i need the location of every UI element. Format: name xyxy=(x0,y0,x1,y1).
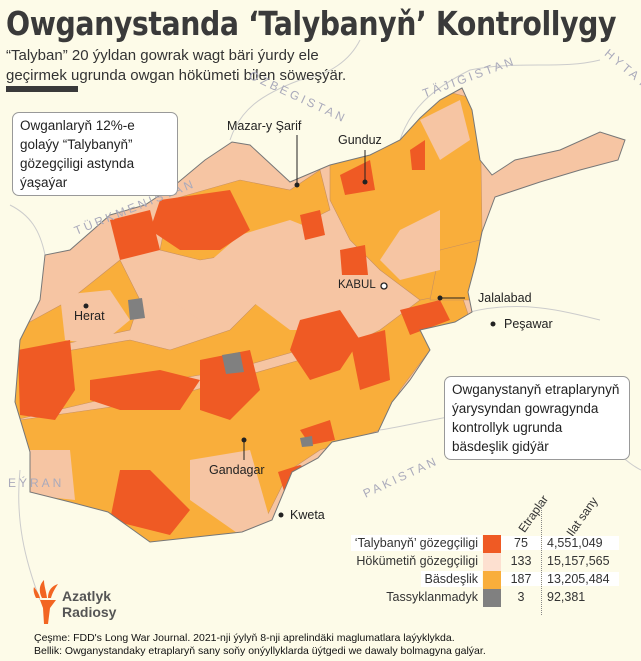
city-kandahar: Gandagar xyxy=(209,463,265,477)
city-quetta: Kweta xyxy=(290,508,325,522)
taliban-districts xyxy=(18,140,450,535)
legend-swatch xyxy=(483,535,501,553)
legend-divider xyxy=(541,505,542,615)
legend-swatch xyxy=(483,553,501,571)
city-dots xyxy=(83,179,496,518)
legend-label: Bäsdeşlik xyxy=(420,571,482,587)
footer-source: Çeşme: FDD's Long War Journal. 2021-nji … xyxy=(34,632,455,644)
legend-population: 4,551,049 xyxy=(542,536,619,550)
city-leader-lines xyxy=(243,135,465,460)
city-kabul: KABUL xyxy=(338,279,376,291)
legend-label: ‘Talybanyň’ gözegçiligi xyxy=(350,535,482,551)
label-iran: EÝRAN xyxy=(8,476,65,490)
city-mazar: Mazar-y Şarif xyxy=(227,119,302,133)
city-peshawar: Peşawar xyxy=(504,317,553,331)
legend-row: Bäsdeşlik 187 13,205,484 xyxy=(350,571,641,589)
legend-label: Tassyklanmadyk xyxy=(386,590,478,604)
legend-districts: 3 xyxy=(517,590,525,604)
legend-population: 15,157,565 xyxy=(547,554,610,568)
government-districts xyxy=(20,100,470,535)
azatlyk-torch-logo xyxy=(33,580,58,624)
footer: Çeşme: FDD's Long War Journal. 2021-nji … xyxy=(34,632,486,658)
logo-line1: Azatlyk xyxy=(62,588,112,604)
legend-row: Hökümetiň gözegçiligi 133 15,157,565 xyxy=(350,553,641,571)
page-subtitle: “Talyban” 20 ýyldan gowrak wagt bäri ýur… xyxy=(6,47,347,84)
legend-districts: 133 xyxy=(510,554,532,568)
legend-swatch xyxy=(483,589,501,607)
callout-contested-districts: Owganystanyň etraplarynyň ýarysyndan gow… xyxy=(444,376,630,460)
legend-population: 92,381 xyxy=(547,590,586,604)
legend-swatch xyxy=(483,571,501,589)
city-herat: Herat xyxy=(74,309,105,323)
legend-row: Tassyklanmadyk 3 92,381 xyxy=(350,589,641,607)
legend-districts: 75 xyxy=(501,536,541,550)
legend-label: Hökümetiň gözegçiligi xyxy=(356,554,478,568)
logo-line2: Radiosy xyxy=(62,604,117,620)
legend-districts: 187 xyxy=(501,572,541,586)
afghanistan-border xyxy=(14,87,626,543)
azatlyk-logo-text: Azatlyk Radiosy xyxy=(62,588,116,620)
unconfirmed-districts xyxy=(128,298,313,447)
footer-note: Bellik: Owganystandaky etraplaryň sany s… xyxy=(34,645,486,657)
title-underline xyxy=(6,86,78,92)
legend-population: 13,205,484 xyxy=(542,572,619,586)
city-kunduz: Gunduz xyxy=(338,133,382,147)
legend-row: ‘Talybanyň’ gözegçiligi 75 4,551,049 xyxy=(350,535,641,553)
callout-taliban-population: Owganlaryň 12%-e golaýy “Talybanyň” göze… xyxy=(12,112,178,196)
page-title: Owganystanda ‘Talybanyň’ Kontrollygy xyxy=(6,4,617,43)
city-jalalabad: Jalalabad xyxy=(478,291,532,305)
